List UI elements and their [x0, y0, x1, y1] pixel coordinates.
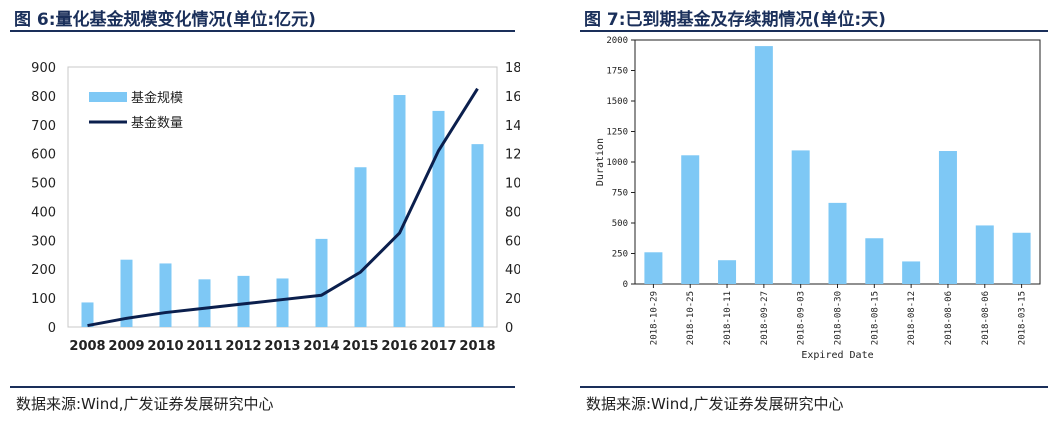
right-axis-tick-label: 0	[505, 321, 513, 336]
bar-2012	[237, 275, 250, 327]
y-tick-label: 1750	[606, 67, 628, 77]
figure-7-panel: 图 7:已到期基金及存续期情况(单位:天) 0 250 500 750 1000 1250…	[570, 0, 1048, 423]
title-rule	[580, 30, 1048, 32]
figure-6-title: 图 6:量化基金规模变化情况(单位:亿元)	[14, 10, 316, 30]
y-tick-label: 750	[612, 189, 628, 199]
bar-2010	[159, 263, 172, 327]
bar-2018-10-25	[681, 155, 700, 284]
left-axis-tick-label: 700	[31, 119, 56, 134]
bar-2018	[471, 144, 484, 327]
bar-2018-08-06	[938, 151, 957, 284]
legend-label-fund-size: 基金规模	[131, 90, 183, 106]
x-tick-label: 2013	[264, 339, 300, 354]
bar-2008	[81, 302, 94, 327]
x-tick-label: 2016	[381, 339, 417, 354]
x-tick-label: 2018-08-30	[834, 291, 844, 345]
right-axis-tick-label: 180	[505, 61, 520, 76]
x-tick-label: 2014	[303, 339, 339, 354]
left-axis-tick-label: 900	[31, 61, 56, 76]
bar-2018-09-27	[754, 46, 773, 284]
left-axis-tick-label: 600	[31, 148, 56, 163]
fund-size-chart: 0 100 200 300 400 500 600 700 800 900 0 20 40 60 80 100…	[31, 61, 520, 354]
source-rule	[10, 386, 515, 388]
y-tick-label: 250	[612, 250, 628, 260]
right-axis-tick-label: 120	[505, 148, 520, 163]
legend-label-fund-count: 基金数量	[131, 115, 183, 131]
x-tick-label: 2017	[420, 339, 456, 354]
bar-2015	[354, 167, 367, 327]
left-axis-tick-label: 500	[31, 177, 56, 192]
x-tick-label: 2011	[186, 339, 222, 354]
bar-2018-08-15	[865, 238, 884, 284]
right-axis-tick-label: 160	[505, 90, 520, 105]
expired-fund-duration-chart: 0 250 500 750 1000 1250 1500 1750 2000 2018-10-29…	[595, 36, 1041, 361]
bar-2013	[276, 278, 289, 327]
y-tick-label: 1500	[606, 97, 628, 107]
legend-swatch-fund-size	[89, 92, 127, 102]
x-tick-label: 2018-10-29	[649, 291, 659, 345]
y-axis-label: Duration	[595, 138, 606, 186]
x-tick-label: 2018-09-27	[760, 291, 770, 345]
left-axis-tick-label: 100	[31, 292, 56, 307]
figure-7-title: 图 7:已到期基金及存续期情况(单位:天)	[584, 10, 886, 30]
x-tick-label: 2018-10-11	[723, 291, 733, 345]
y-tick-label: 1250	[606, 128, 628, 138]
x-tick-label: 2018-10-25	[686, 291, 696, 345]
right-axis-tick-label: 140	[505, 119, 520, 134]
bar-2009	[120, 259, 133, 327]
bar-2018-09-03	[791, 150, 810, 284]
bar-2018-10-11	[718, 260, 737, 284]
x-tick-label: 2012	[225, 339, 261, 354]
left-axis-tick-label: 800	[31, 90, 56, 105]
right-axis-tick-label: 80	[505, 205, 520, 220]
bar-2018-08-06	[975, 225, 994, 284]
right-axis-tick-label: 100	[505, 177, 520, 192]
x-tick-label: 2018	[459, 339, 495, 354]
fund-count-line	[87, 87, 479, 328]
figure-7-source: 数据来源:Wind,广发证券发展研究中心	[586, 395, 844, 413]
x-tick-label: 2018-03-15	[1018, 291, 1028, 345]
x-tick-label: 2018-08-15	[870, 291, 880, 345]
source-rule	[580, 386, 1048, 388]
left-axis-tick-label: 0	[48, 321, 56, 336]
right-axis-tick-label: 20	[505, 292, 520, 307]
x-tick-label: 2018-08-12	[907, 291, 917, 345]
bar-2018-10-29	[644, 252, 663, 284]
right-axis-tick-label: 40	[505, 263, 520, 278]
x-tick-label: 2008	[69, 339, 105, 354]
y-tick-label: 2000	[606, 36, 628, 46]
bar-2014	[315, 238, 328, 327]
x-tick-label: 2009	[108, 339, 144, 354]
figure-6-panel: 图 6:量化基金规模变化情况(单位:亿元) 0 100 200 300 400 500 60…	[0, 0, 520, 423]
x-tick-label: 2015	[342, 339, 378, 354]
left-axis-tick-label: 300	[31, 234, 56, 249]
bar-2016	[393, 95, 406, 328]
x-tick-label: 2010	[147, 339, 183, 354]
bar-2018-08-30	[828, 202, 847, 284]
x-tick-label: 2018-09-03	[797, 291, 807, 345]
bar-2018-03-15	[1012, 232, 1031, 284]
y-tick-label: 1000	[606, 158, 628, 168]
right-axis-tick-label: 60	[505, 234, 520, 249]
x-axis-label: Expired Date	[801, 350, 873, 361]
y-tick-label: 0	[623, 280, 628, 290]
bar-2017	[432, 110, 445, 328]
y-tick-label: 500	[612, 219, 628, 229]
x-tick-label: 2018-08-06	[981, 291, 991, 345]
title-rule	[10, 30, 515, 32]
figure-6-source: 数据来源:Wind,广发证券发展研究中心	[16, 395, 274, 413]
bar-2018-08-12	[902, 261, 921, 284]
bar-2011	[198, 279, 211, 327]
left-axis-tick-label: 200	[31, 263, 56, 278]
x-tick-label: 2018-08-06	[944, 291, 954, 345]
left-axis-tick-label: 400	[31, 205, 56, 220]
